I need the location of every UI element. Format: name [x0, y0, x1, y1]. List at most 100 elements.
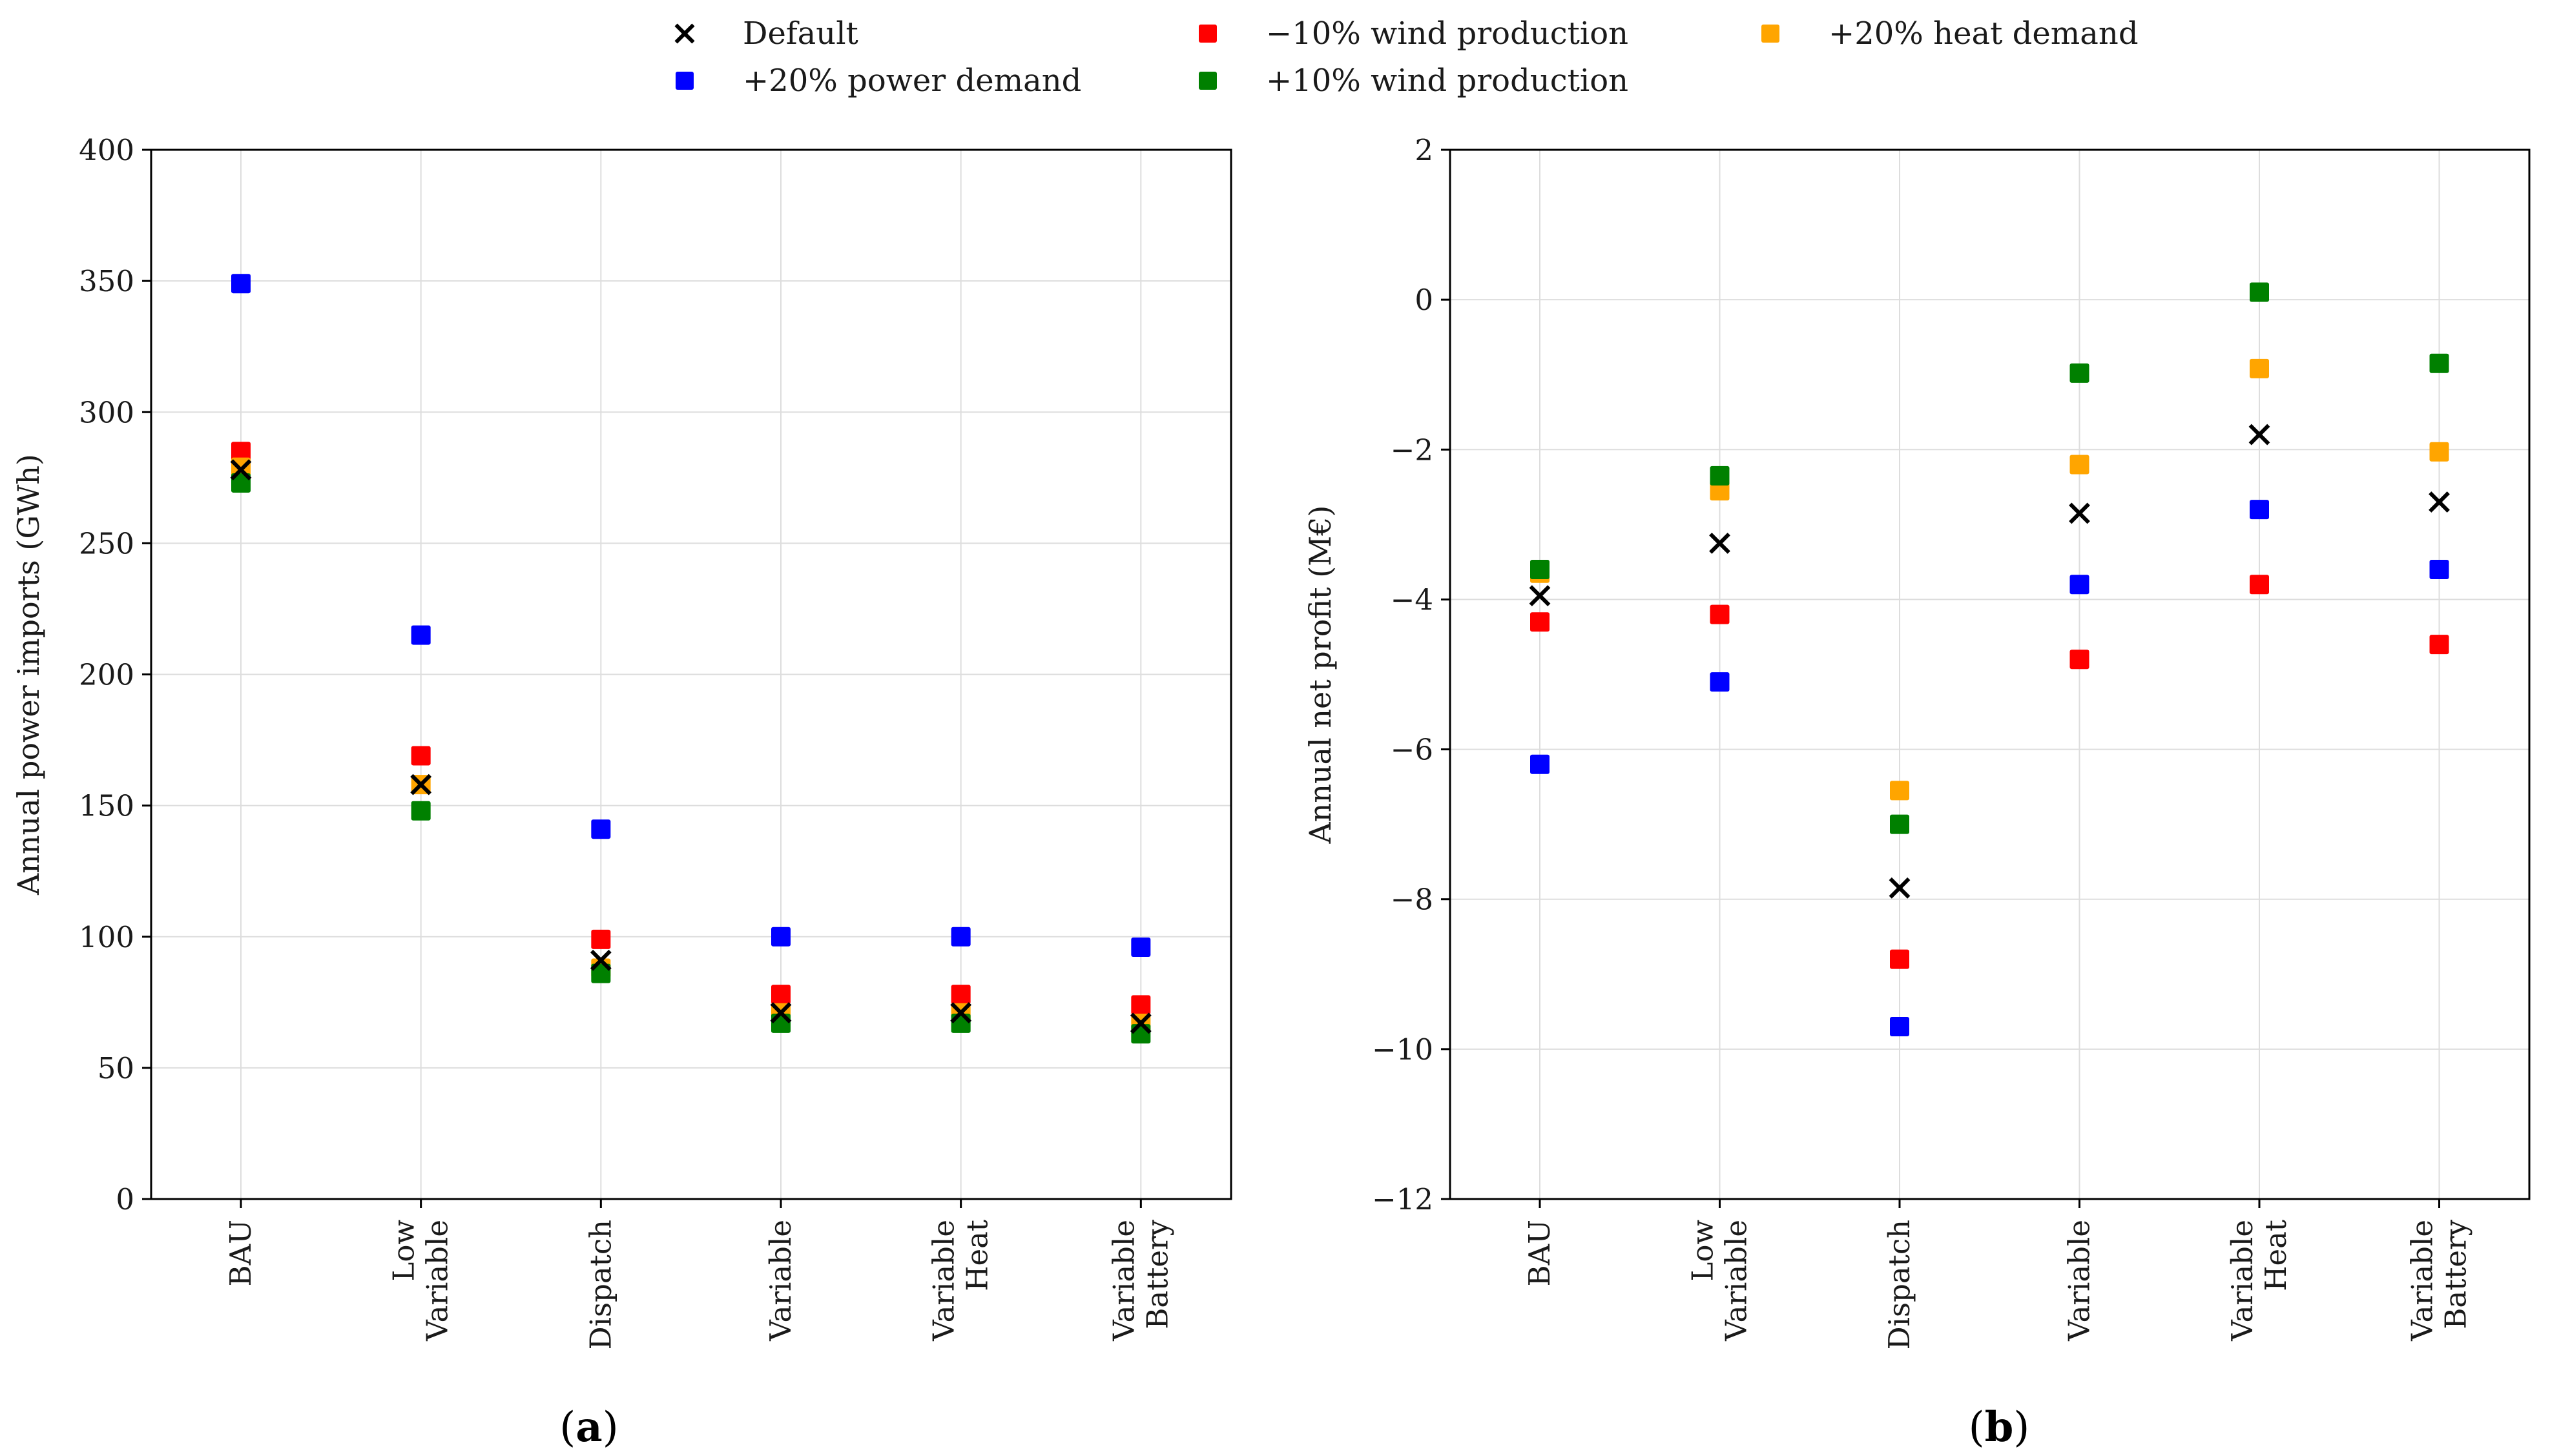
- panel-caption: (a): [559, 1403, 618, 1451]
- legend-marker-wind_minus: [1199, 25, 1217, 43]
- x-tick-label: Variable: [2062, 1220, 2097, 1342]
- data-point-default: [950, 1002, 972, 1023]
- data-point-wind_minus: [2069, 650, 2089, 670]
- x-tick-label: Low: [1686, 1220, 1720, 1282]
- legend-marker-default: [674, 23, 695, 44]
- data-point-wind_minus: [591, 929, 611, 949]
- y-tick-label: 2: [1415, 133, 1433, 167]
- y-tick-label: 250: [79, 526, 134, 560]
- data-point-wind_plus: [951, 1013, 971, 1033]
- x-tick-label: Battery: [1140, 1219, 1174, 1329]
- data-point-default: [2429, 491, 2450, 513]
- y-tick-label: 200: [79, 658, 134, 692]
- data-point-default: [410, 774, 432, 795]
- data-point-wind_plus: [411, 801, 431, 821]
- data-point-wind_plus: [591, 963, 611, 983]
- data-point-wind_minus: [1890, 949, 1909, 969]
- data-point-wind_minus: [1530, 612, 1550, 632]
- data-point-default: [590, 949, 612, 971]
- data-point-power_plus: [771, 927, 791, 947]
- data-point-wind_minus: [231, 442, 251, 462]
- x-tick-label: Variable: [2405, 1220, 2440, 1342]
- y-tick-label: 0: [116, 1182, 134, 1216]
- legend-label-power_plus: +20% power demand: [743, 63, 1081, 99]
- data-point-wind_plus: [1131, 1024, 1151, 1044]
- data-point-wind_plus: [231, 473, 251, 493]
- legend: Default −10% wind production +20% heat dem…: [674, 15, 2139, 99]
- y-tick-label: −4: [1391, 582, 1433, 617]
- x-tick-label: BAU: [1522, 1220, 1557, 1287]
- data-point-power_plus: [591, 819, 611, 839]
- x-tick-label: Variable: [1719, 1220, 1754, 1342]
- data-point-wind_minus: [2429, 635, 2449, 655]
- y-tick-label: 0: [1415, 283, 1433, 317]
- y-tick-label: −12: [1372, 1182, 1433, 1216]
- y-axis-label: Annual net profit (M€): [1303, 506, 1338, 845]
- x-tick-label: Heat: [2259, 1220, 2293, 1291]
- data-point-power_plus: [231, 274, 251, 294]
- panel-caption: (b): [1969, 1403, 2030, 1451]
- legend-label-default: Default: [743, 15, 858, 52]
- data-point-wind_plus: [2069, 363, 2089, 383]
- y-axis-label: Annual power imports (GWh): [11, 454, 46, 896]
- data-point-wind_plus: [2250, 282, 2269, 302]
- x-tick-label: Variable: [420, 1220, 455, 1342]
- data-point-wind_minus: [771, 985, 791, 1005]
- data-point-default: [1529, 585, 1551, 607]
- data-point-power_plus: [1131, 938, 1151, 957]
- x-tick-label: Variable: [2225, 1220, 2259, 1342]
- legend-marker-heat_plus: [1761, 25, 1779, 43]
- y-tick-label: 400: [79, 133, 134, 167]
- legend-marker-wind_plus: [1199, 72, 1217, 90]
- data-point-heat_plus: [2429, 442, 2449, 462]
- y-tick-label: 300: [79, 395, 134, 429]
- data-point-wind_plus: [1710, 466, 1730, 486]
- x-tick-label: Low: [387, 1220, 421, 1282]
- data-point-default: [770, 1002, 792, 1023]
- y-tick-label: −2: [1391, 433, 1433, 467]
- x-tick-label: Dispatch: [1882, 1220, 1916, 1349]
- y-tick-label: −8: [1391, 883, 1433, 917]
- legend-marker-power_plus: [676, 72, 694, 90]
- x-tick-label: Dispatch: [583, 1220, 617, 1349]
- data-point-default: [2248, 424, 2270, 446]
- data-point-wind_plus: [1530, 560, 1550, 579]
- data-point-wind_plus: [771, 1013, 791, 1033]
- data-point-heat_plus: [2250, 358, 2269, 378]
- axes-frame: [1449, 149, 2531, 1200]
- data-point-default: [1709, 532, 1730, 554]
- data-point-power_plus: [2250, 500, 2269, 520]
- data-point-wind_minus: [411, 746, 431, 766]
- data-point-power_plus: [951, 927, 971, 947]
- x-tick-label: Variable: [927, 1220, 961, 1342]
- y-tick-label: −6: [1391, 733, 1433, 767]
- data-point-power_plus: [1530, 754, 1550, 774]
- legend-label-heat_plus: +20% heat demand: [1829, 15, 2139, 52]
- x-tick-label: Variable: [763, 1220, 798, 1342]
- data-point-default: [1130, 1012, 1152, 1034]
- data-point-heat_plus: [1710, 481, 1730, 501]
- x-tick-label: Battery: [2439, 1219, 2473, 1329]
- data-point-wind_minus: [1710, 604, 1730, 624]
- data-point-wind_minus: [1131, 995, 1151, 1015]
- y-tick-label: 50: [98, 1051, 134, 1085]
- x-tick-label: Heat: [960, 1220, 995, 1291]
- data-point-power_plus: [1890, 1017, 1909, 1037]
- legend-label-wind_minus: −10% wind production: [1266, 15, 1628, 52]
- data-point-wind_minus: [951, 985, 971, 1005]
- data-point-power_plus: [2429, 560, 2449, 579]
- data-point-power_plus: [1710, 672, 1730, 692]
- x-tick-label: Variable: [1106, 1220, 1141, 1342]
- data-point-power_plus: [2069, 575, 2089, 595]
- y-tick-label: −10: [1372, 1032, 1433, 1067]
- data-point-default: [2069, 502, 2090, 524]
- y-tick-label: 100: [79, 920, 134, 954]
- data-point-power_plus: [411, 625, 431, 645]
- y-tick-label: 150: [79, 789, 134, 823]
- data-point-wind_plus: [2429, 353, 2449, 373]
- data-point-heat_plus: [1890, 781, 1909, 801]
- data-point-default: [230, 459, 252, 481]
